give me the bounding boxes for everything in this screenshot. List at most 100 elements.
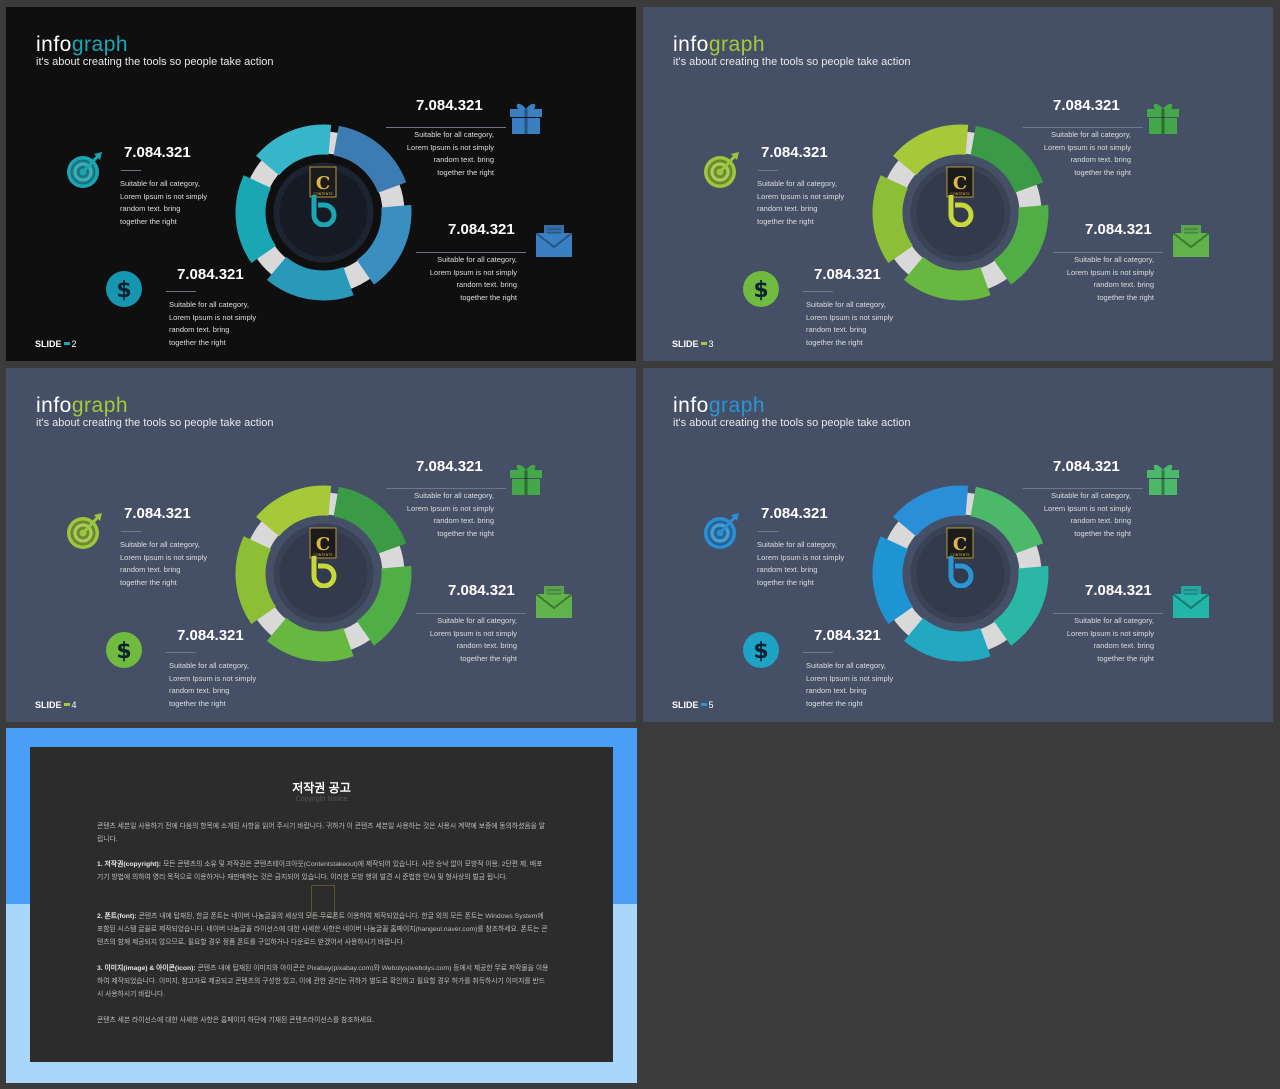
- stat-description-line: Lorem Ipsum is not simply: [806, 673, 894, 683]
- stat-value: 7.084.321: [814, 627, 881, 644]
- ring-segment: [256, 485, 332, 537]
- stat-description-line: Suitable for all category,: [169, 661, 249, 670]
- stat-value: 7.084.321: [1053, 97, 1120, 114]
- connector-line: [758, 531, 778, 532]
- stat-description: Suitable for all category, Lorem Ipsum is…: [806, 299, 916, 349]
- slide-number-label: SLIDE 5: [672, 700, 714, 710]
- slide-title: infograph: [36, 394, 128, 418]
- slide-title: infograph: [673, 33, 765, 57]
- ring-segment: [356, 565, 412, 646]
- stat-description-line: Lorem Ipsum is not simply: [1043, 142, 1131, 152]
- notice-section-font-head: 2. 폰트(font):: [97, 913, 137, 920]
- circular-infographic: [235, 485, 412, 662]
- stat-description-line: Suitable for all category,: [169, 300, 249, 309]
- notice-section-font: 2. 폰트(font): 콘텐츠 내에 탑재된, 한글 폰트는 네이버 나눔글꼴…: [97, 910, 549, 949]
- stat-description-line: together the right: [806, 337, 863, 347]
- slide-3[interactable]: infograph it's about creating the tools s…: [643, 7, 1273, 361]
- ring-segment: [993, 565, 1049, 646]
- svg-text:$: $: [753, 639, 768, 664]
- stat-value: 7.084.321: [416, 458, 483, 475]
- mail-icon: [1171, 582, 1211, 627]
- stat-description-line: Lorem Ipsum is not simply: [169, 673, 257, 683]
- stat-description-line: random text. bring: [169, 325, 230, 334]
- mail-icon: [534, 582, 574, 627]
- stat-description: Suitable for all category, Lorem Ipsum is…: [1021, 490, 1131, 540]
- stat-value: 7.084.321: [124, 144, 191, 161]
- ring-segment: [872, 175, 913, 263]
- slide-2[interactable]: infograph it's about creating the tools s…: [6, 7, 636, 361]
- slide-title-info: info: [36, 394, 72, 417]
- stat-value: 7.084.321: [124, 505, 191, 522]
- stat-description-line: Suitable for all category,: [1074, 616, 1154, 625]
- ring-segment: [903, 256, 991, 301]
- stat-description-line: together the right: [460, 653, 517, 663]
- stat-description-line: together the right: [437, 167, 494, 177]
- slide-number-label: SLIDE 2: [35, 339, 77, 349]
- gift-icon: [1143, 458, 1183, 503]
- ring-segment: [993, 204, 1049, 285]
- stat-description-line: Suitable for all category,: [806, 661, 886, 670]
- svg-text:C: C: [316, 534, 330, 555]
- stat-description-line: Lorem Ipsum is not simply: [429, 267, 517, 277]
- stat-description: Suitable for all category, Lorem Ipsum is…: [1021, 129, 1131, 179]
- stat-description-line: together the right: [120, 216, 177, 226]
- stat-description-line: Lorem Ipsum is not simply: [1066, 628, 1154, 638]
- slide-title-graph: graph: [708, 33, 766, 56]
- connector-line: [803, 652, 833, 653]
- connector-line: [121, 531, 141, 532]
- stat-description-line: Lorem Ipsum is not simply: [429, 628, 517, 638]
- copyright-notice-slide[interactable]: 저작권 공고 Copyright Notice 콘텐츠 세븐일 사용하기 전에 …: [6, 728, 637, 1083]
- stat-description-line: Lorem Ipsum is not simply: [120, 552, 208, 562]
- slide-4[interactable]: infograph it's about creating the tools s…: [6, 368, 636, 722]
- slide-title-info: info: [36, 33, 72, 56]
- dollar-icon: $: [741, 630, 781, 675]
- stat-description: Suitable for all category, Lorem Ipsum is…: [384, 490, 494, 540]
- ring-segment: [872, 536, 913, 624]
- svg-text:CONTENTS: CONTENTS: [313, 192, 333, 196]
- notice-intro: 콘텐츠 세븐일 사용하기 전에 다음의 항목에 소개된 사항을 읽어 주시기 바…: [97, 823, 545, 843]
- slide-number: 2: [71, 339, 77, 349]
- slide-number: 5: [708, 700, 714, 710]
- stat-description-line: random text. bring: [433, 516, 494, 525]
- slide-title-info: info: [673, 394, 709, 417]
- stat-value: 7.084.321: [177, 266, 244, 283]
- stat-description-line: together the right: [460, 292, 517, 302]
- slide-label-text: SLIDE: [35, 700, 62, 710]
- notice-outro: 콘텐츠 세븐 라이선스에 대한 사세한 사항은 홈페이지 하단에 기재된 콘텐츠…: [97, 1017, 375, 1024]
- stat-description: Suitable for all category, Lorem Ipsum is…: [407, 615, 517, 665]
- stat-description-line: random text. bring: [757, 204, 818, 213]
- stat-description-line: random text. bring: [806, 325, 867, 334]
- stat-description: Suitable for all category, Lorem Ipsum is…: [1044, 254, 1154, 304]
- target-icon: [701, 511, 741, 556]
- notice-section-copyright: 1. 저작권(copyright): 모든 콘텐츠의 소유 및 저작권은 콘텐츠…: [97, 858, 549, 884]
- svg-text:CONTENTS: CONTENTS: [950, 553, 970, 557]
- stat-description-line: random text. bring: [456, 641, 517, 650]
- stat-description-line: random text. bring: [757, 565, 818, 574]
- stat-description-line: Lorem Ipsum is not simply: [757, 552, 845, 562]
- connector-line: [386, 488, 506, 489]
- mail-icon: [534, 221, 574, 266]
- center-logo: C CONTENTS: [306, 526, 340, 589]
- slide-label-dash: [700, 342, 707, 346]
- slide-subtitle: it's about creating the tools so people …: [673, 56, 911, 68]
- notice-section-font-body: 콘텐츠 내에 탑재된, 한글 폰트는 네이버 나눔글꼴의 세상의 모든 무료폰트…: [97, 913, 548, 946]
- slide-label-dash: [63, 342, 70, 346]
- ring-segment: [256, 124, 332, 176]
- stat-value: 7.084.321: [448, 221, 515, 238]
- slide-5[interactable]: infograph it's about creating the tools s…: [643, 368, 1273, 722]
- stat-description-line: random text. bring: [169, 686, 230, 695]
- stat-description-line: Suitable for all category,: [437, 616, 517, 625]
- stat-description-line: Lorem Ipsum is not simply: [806, 312, 894, 322]
- gift-icon: [506, 458, 546, 503]
- target-icon: [701, 150, 741, 195]
- ring-segment: [356, 204, 412, 285]
- stat-description-line: Suitable for all category,: [806, 300, 886, 309]
- slide-title-graph: graph: [71, 33, 129, 56]
- connector-line: [121, 170, 141, 171]
- notice-watermark-logo: [311, 885, 335, 917]
- dollar-icon: $: [104, 269, 144, 314]
- stat-description-line: Lorem Ipsum is not simply: [169, 312, 257, 322]
- ring-segment: [333, 125, 407, 193]
- connector-line: [166, 652, 196, 653]
- dollar-icon: $: [104, 630, 144, 675]
